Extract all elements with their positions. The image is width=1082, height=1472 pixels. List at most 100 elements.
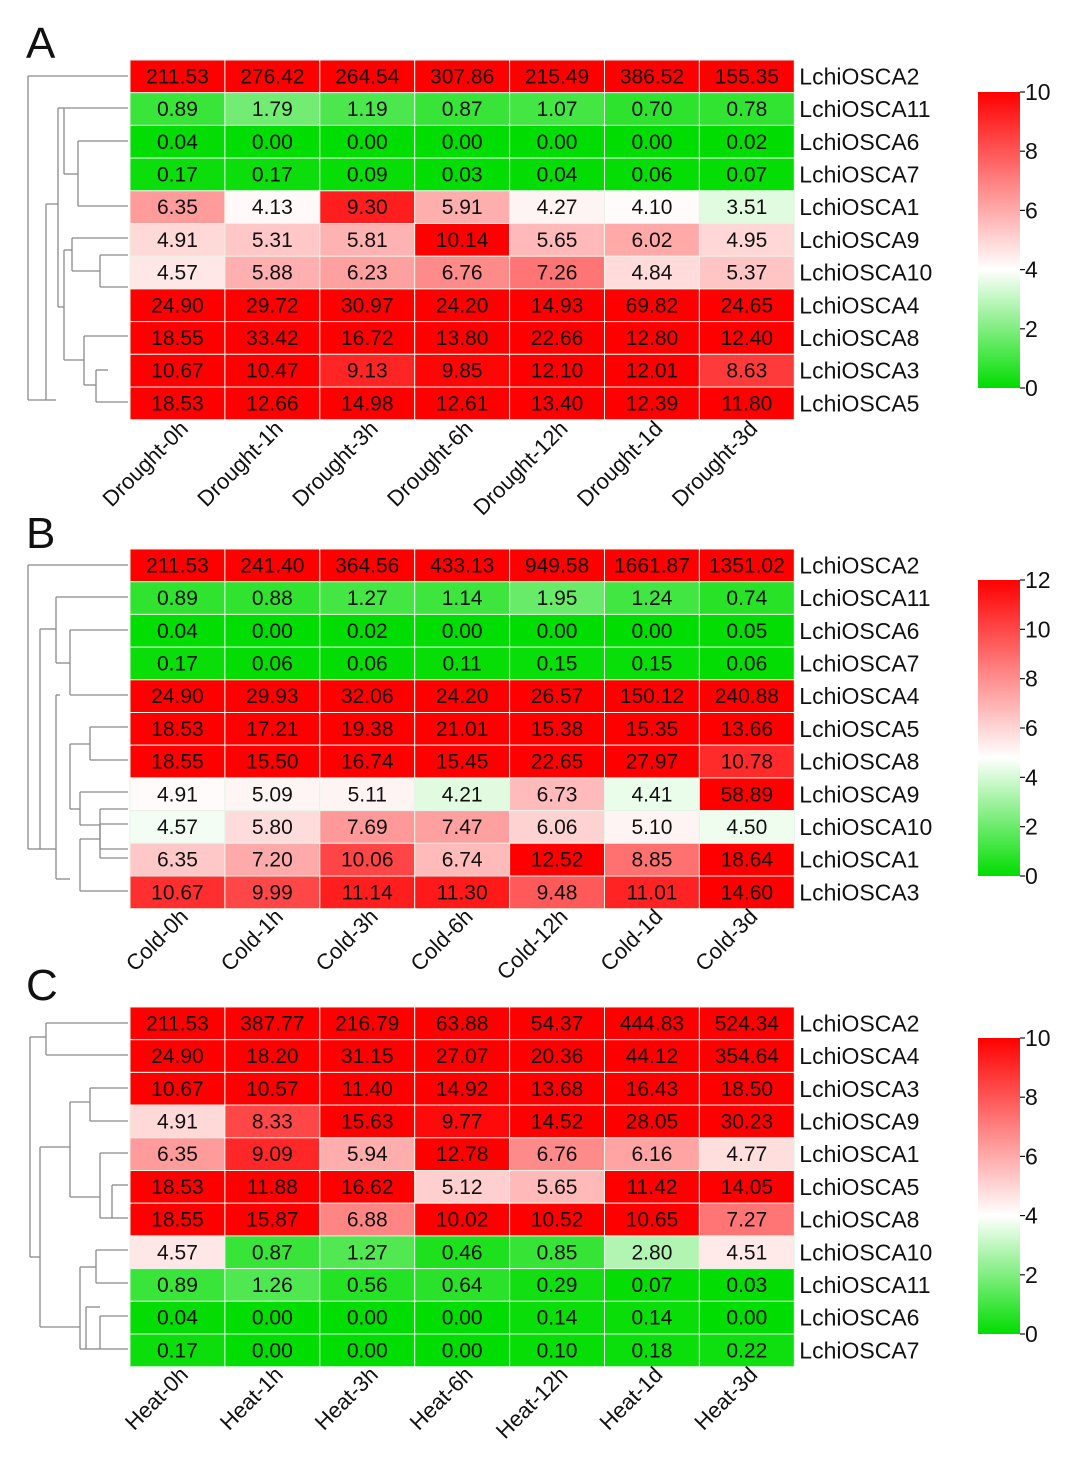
heatmap-cell <box>604 59 700 94</box>
column-label: Cold-12h <box>492 904 573 985</box>
heatmap-cell <box>319 548 416 583</box>
cell-value: 0.04 <box>157 1307 198 1330</box>
heatmap-cell <box>604 744 700 779</box>
cell-value: 6.23 <box>347 262 388 285</box>
cell-value: 4.41 <box>632 783 673 806</box>
colorbar-tick-label: 8 <box>1025 1084 1038 1110</box>
gene-label: LchiOSCA8 <box>799 1207 919 1233</box>
heatmap-cell <box>319 646 416 681</box>
cell-value: 5.91 <box>442 196 483 219</box>
heatmap-cell <box>604 777 700 812</box>
heatmap-cell <box>698 613 795 648</box>
heatmap-cell <box>509 255 606 290</box>
heatmap-cell <box>698 288 795 323</box>
heatmap-cell <box>224 646 321 681</box>
column-label: Cold-3h <box>311 904 383 976</box>
heatmap-cell <box>319 353 416 388</box>
heatmap-cell <box>698 1300 795 1335</box>
panel-a-letter: A <box>26 19 56 68</box>
heatmap-cell <box>698 646 795 681</box>
heatmap-cell <box>698 581 795 615</box>
cell-value: 5.65 <box>537 229 578 252</box>
heatmap-cell <box>414 646 511 681</box>
heatmap-cell <box>129 1235 226 1270</box>
column-label: Cold-6h <box>406 904 478 976</box>
cell-value: 28.05 <box>626 1110 679 1133</box>
cell-value: 9.85 <box>442 360 483 383</box>
heatmap-cell <box>129 1071 226 1106</box>
heatmap-cell <box>509 1300 606 1335</box>
cell-value: 24.20 <box>436 294 489 317</box>
column-label: Heat-3h <box>310 1362 383 1435</box>
column-label: Drought-6h <box>382 416 478 512</box>
cell-value: 15.87 <box>246 1209 299 1232</box>
heatmap-cell <box>414 124 511 159</box>
cell-value: 0.00 <box>252 620 293 643</box>
heatmap-cell <box>414 1300 511 1335</box>
heatmap-cell <box>319 613 416 648</box>
cell-value: 0.09 <box>347 163 388 186</box>
cell-value: 211.53 <box>146 554 209 577</box>
heatmap-cell <box>509 875 606 910</box>
panel-b-dendrogram <box>27 564 128 892</box>
heatmap-cell <box>319 1006 416 1041</box>
cell-value: 33.42 <box>246 327 299 350</box>
cell-value: 0.00 <box>442 131 483 154</box>
cell-value: 24.90 <box>151 294 204 317</box>
cell-value: 3.51 <box>726 196 767 219</box>
cell-value: 1.26 <box>252 1274 293 1297</box>
cell-value: 0.00 <box>252 1307 293 1330</box>
cell-value: 12.10 <box>531 360 584 383</box>
heatmap-cell <box>224 548 321 583</box>
column-label: Drought-12h <box>468 416 572 520</box>
colorbar-tick-label: 4 <box>1025 764 1038 790</box>
cell-value: 0.04 <box>157 131 198 154</box>
cell-value: 14.93 <box>531 294 584 317</box>
cell-value: 0.00 <box>347 1307 388 1330</box>
heatmap-cell <box>319 1235 416 1270</box>
cell-value: 0.03 <box>726 1274 767 1297</box>
heatmap-cell <box>129 1170 226 1204</box>
cell-value: 18.55 <box>151 751 204 774</box>
gene-label: LchiOSCA10 <box>799 260 932 286</box>
cell-value: 0.17 <box>157 163 198 186</box>
gene-label: LchiOSCA8 <box>799 749 919 775</box>
gene-label: LchiOSCA8 <box>799 325 919 351</box>
heatmap-cell <box>698 1333 795 1368</box>
heatmap-cell <box>604 124 700 159</box>
cell-value: 27.97 <box>626 751 679 774</box>
heatmap-cell <box>224 581 321 615</box>
cell-value: 30.97 <box>341 294 394 317</box>
cell-value: 0.17 <box>157 652 198 675</box>
cell-value: 0.14 <box>632 1307 673 1330</box>
column-label: Heat-1d <box>594 1362 667 1435</box>
heatmap-cell <box>129 1006 226 1041</box>
cell-value: 32.06 <box>341 685 394 708</box>
cell-value: 11.30 <box>437 881 488 904</box>
cell-value: 11.42 <box>626 1176 677 1199</box>
cell-value: 0.87 <box>442 98 483 121</box>
cell-value: 24.90 <box>151 685 204 708</box>
heatmap-cell <box>414 777 511 812</box>
heatmap-cell <box>129 548 226 583</box>
heatmap-cell <box>319 875 416 910</box>
colorbar-tick-label: 2 <box>1025 814 1038 840</box>
heatmap-cell <box>604 190 700 225</box>
heatmap-cell <box>604 712 700 746</box>
heatmap-cell <box>129 386 226 421</box>
heatmap-cell <box>129 1268 226 1302</box>
gene-label: LchiOSCA9 <box>799 1108 919 1134</box>
heatmap-cell <box>224 777 321 812</box>
cell-value: 6.73 <box>537 783 578 806</box>
column-label: Cold-0h <box>121 904 193 976</box>
gene-label: LchiOSCA1 <box>799 847 919 873</box>
heatmap-row: 10.67 9.99 11.14 11.30 9.48 11.01 14.60 LchiOSC… <box>129 875 919 910</box>
cell-value: 9.99 <box>252 881 293 904</box>
cell-value: 9.09 <box>252 1143 293 1166</box>
cell-value: 10.02 <box>436 1209 489 1232</box>
cell-value: 0.11 <box>442 652 481 675</box>
heatmap-row: 0.89 1.79 1.19 0.87 1.07 0.70 0.78 LchiOSCA11 <box>129 92 931 126</box>
gene-label: LchiOSCA5 <box>799 1174 919 1200</box>
cell-value: 10.65 <box>626 1209 679 1232</box>
cell-value: 0.10 <box>537 1339 578 1362</box>
